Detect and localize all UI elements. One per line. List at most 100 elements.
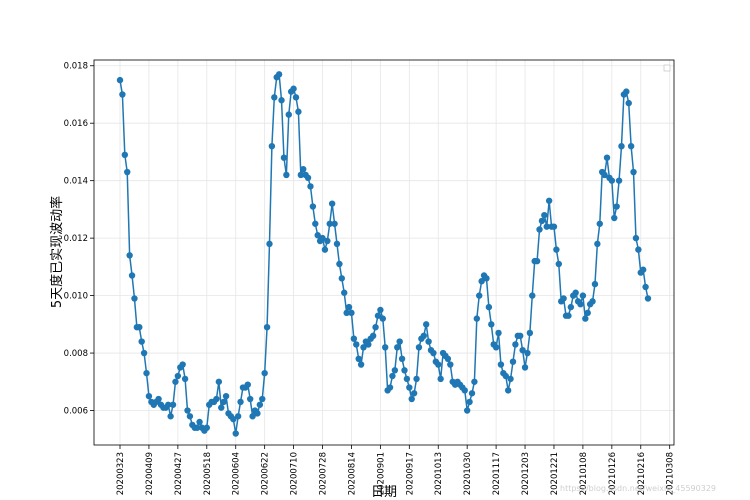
data-point: [625, 99, 632, 107]
data-point: [461, 387, 468, 394]
data-point: [553, 246, 560, 253]
data-point: [410, 390, 418, 397]
data-point: [124, 168, 131, 176]
data-point: [184, 407, 191, 414]
x-tick-label: 20200710: [290, 452, 300, 495]
data-point: [642, 283, 649, 291]
data-point: [350, 335, 358, 342]
data-point: [386, 384, 394, 391]
x-tick-label: 20201117: [492, 452, 502, 495]
watermark: https://blog.csdn.net/weixin_45590329: [560, 484, 716, 493]
data-point: [324, 237, 331, 245]
data-point: [280, 154, 288, 161]
data-point: [220, 398, 227, 406]
data-point: [140, 349, 148, 357]
x-tick-label: 20200917: [405, 452, 415, 495]
data-point: [398, 355, 406, 363]
data-point: [529, 292, 536, 299]
data-point: [476, 292, 483, 299]
data-point: [328, 200, 336, 207]
data-point: [321, 246, 329, 253]
data-point: [639, 266, 647, 273]
data-point: [403, 375, 411, 383]
x-tick-label: 20201030: [463, 452, 473, 495]
x-tick-label: 20200901: [376, 452, 386, 495]
x-tick-label: 20200409: [145, 452, 155, 495]
data-point: [261, 369, 268, 377]
x-tick-label: 20200427: [174, 452, 184, 495]
data-point: [193, 424, 201, 431]
data-point: [126, 252, 133, 259]
data-point: [179, 361, 186, 368]
data-point: [420, 332, 427, 340]
data-point: [230, 415, 237, 423]
data-point: [594, 240, 601, 248]
data-point: [333, 240, 341, 248]
data-point: [437, 375, 444, 383]
data-point: [538, 217, 546, 225]
data-point: [128, 272, 136, 279]
data-point: [307, 183, 314, 190]
data-point: [266, 240, 273, 248]
data-point: [565, 312, 572, 319]
data-point: [545, 197, 553, 204]
data-point: [357, 361, 365, 368]
x-tick-label: 20210308: [666, 452, 676, 495]
x-tick-label: 20201221: [550, 452, 560, 495]
data-point: [447, 361, 454, 368]
grid-lines: [94, 60, 674, 445]
data-point: [635, 246, 642, 253]
data-point: [579, 292, 587, 299]
data-point: [401, 367, 408, 374]
data-point: [165, 401, 172, 408]
data-point: [155, 395, 162, 403]
data-point: [644, 295, 652, 302]
data-point: [232, 430, 239, 437]
x-tick-label: 20200814: [347, 452, 357, 495]
data-point: [413, 375, 420, 383]
data-point: [613, 203, 620, 210]
data-point: [630, 168, 637, 176]
x-tick-label: 20210216: [637, 452, 647, 495]
data-point: [444, 355, 452, 363]
data-point: [615, 177, 623, 184]
data-point: [504, 387, 512, 394]
data-point: [584, 309, 591, 317]
data-point: [524, 349, 531, 357]
data-point: [596, 220, 603, 227]
data-point: [249, 413, 256, 420]
data-point: [275, 71, 283, 78]
y-tick-label: 0.012: [64, 234, 88, 244]
x-tick-label: 20210108: [579, 452, 589, 495]
data-point: [181, 375, 189, 383]
data-point: [259, 395, 266, 403]
data-point: [394, 344, 401, 351]
data-point: [382, 344, 389, 351]
data-point: [415, 344, 423, 351]
data-point: [290, 85, 297, 92]
data-point: [365, 341, 372, 348]
data-point: [379, 315, 386, 322]
data-point: [295, 108, 302, 115]
data-point: [425, 338, 432, 345]
data-point: [203, 424, 210, 431]
data-point: [237, 398, 244, 406]
data-point: [541, 211, 548, 219]
y-tick-label: 0.006: [64, 407, 88, 417]
data-point: [244, 381, 251, 388]
y-tick-label: 0.008: [64, 349, 88, 359]
data-point: [372, 324, 379, 331]
data-point: [611, 214, 618, 222]
x-tick-label: 20200604: [232, 452, 242, 495]
data-point: [268, 142, 276, 150]
data-point: [478, 278, 485, 285]
y-axis: 0.006 0.008 0.010 0.012 0.014 0.016 0.018: [64, 62, 94, 417]
data-point: [309, 203, 317, 210]
data-point: [601, 171, 608, 179]
x-tick-label: 20210126: [608, 452, 618, 495]
data-point: [343, 309, 350, 317]
data-point: [222, 392, 230, 400]
data-point: [526, 329, 534, 337]
data-point: [492, 344, 500, 351]
y-tick-label: 0.010: [64, 292, 88, 302]
